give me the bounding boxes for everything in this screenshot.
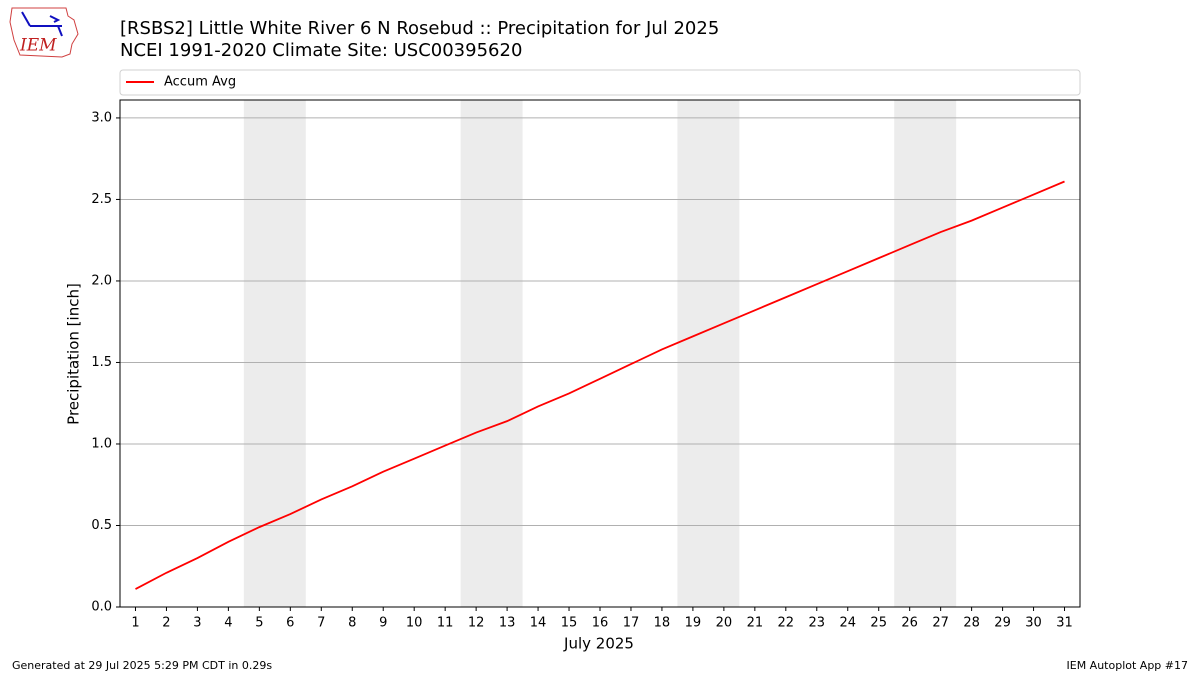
x-tick-label: 15 [561,616,578,631]
x-tick-label: 28 [963,616,980,631]
chart-subtitle: NCEI 1991-2020 Climate Site: USC00395620 [120,40,522,61]
x-tick-label: 1 [131,616,139,631]
logo-icon [21,11,63,37]
y-tick-label: 1.0 [91,436,112,451]
x-tick-label: 10 [406,616,423,631]
legend-label: Accum Avg [164,75,236,90]
x-tick-label: 19 [685,616,702,631]
x-tick-label: 23 [809,616,826,631]
x-tick-label: 14 [530,616,547,631]
x-tick-label: 4 [224,616,232,631]
x-tick-label: 26 [901,616,918,631]
series-line [135,180,1065,590]
logo-outline [9,7,79,58]
weekend-span [460,100,523,607]
y-tick-label: 0.0 [91,600,112,615]
x-tick-label: 24 [839,616,856,631]
y-tick-label: 1.5 [91,355,112,370]
y-tick-label: 3.0 [91,110,112,125]
legend-box [119,69,1081,96]
footer-right: IEM Autoplot App #17 [1067,659,1189,672]
y-axis-label: Precipitation [inch] [65,283,83,425]
x-tick-label: 2 [162,616,170,631]
x-tick-label: 3 [193,616,201,631]
weekend-span [243,100,306,607]
x-tick-label: 13 [499,616,516,631]
x-tick-label: 31 [1056,616,1073,631]
x-tick-label: 8 [348,616,356,631]
x-axis-label: July 2025 [563,635,634,653]
weekend-span [894,100,957,607]
x-tick-label: 25 [870,616,887,631]
x-tick-label: 7 [317,616,325,631]
x-tick-label: 18 [654,616,671,631]
y-tick-label: 2.5 [91,192,112,207]
logo-text: IEM [19,36,57,56]
x-tick-label: 9 [379,616,387,631]
plot-frame [119,99,1081,608]
x-tick-label: 17 [623,616,640,631]
x-tick-label: 12 [468,616,485,631]
x-tick-label: 5 [255,616,263,631]
x-tick-label: 11 [437,616,454,631]
x-tick-label: 6 [286,616,294,631]
y-tick-label: 0.5 [91,518,112,533]
x-tick-label: 16 [592,616,609,631]
x-tick-label: 22 [778,616,795,631]
footer-left: Generated at 29 Jul 2025 5:29 PM CDT in … [12,659,272,672]
x-tick-label: 20 [716,616,733,631]
y-tick-label: 2.0 [91,273,112,288]
x-tick-label: 30 [1025,616,1042,631]
weekend-span [677,100,740,607]
x-tick-label: 21 [747,616,764,631]
chart-title: [RSBS2] Little White River 6 N Rosebud :… [120,18,719,39]
x-tick-label: 27 [932,616,949,631]
x-tick-label: 29 [994,616,1011,631]
